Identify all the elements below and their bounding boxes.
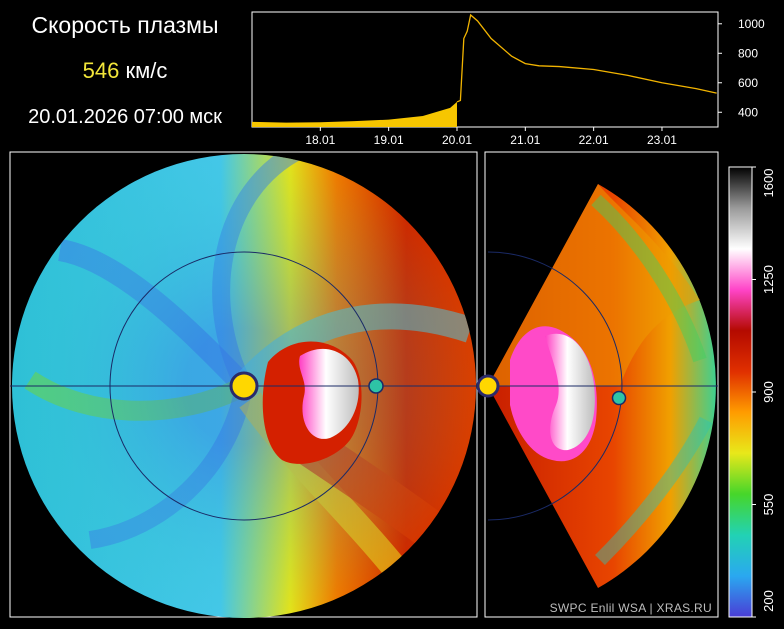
credit-source: SWPC Enlil WSA [549, 601, 646, 615]
meridional-panel [476, 151, 719, 618]
timeseries-frame [251, 11, 719, 128]
past-speed-area [252, 101, 457, 127]
colorbar-tick-label: 900 [761, 381, 776, 403]
x-tick-label: 21.01 [510, 133, 540, 147]
x-tick-label: 19.01 [374, 133, 404, 147]
x-axis-ticks: 18.01 19.01 20.01 21.01 22.01 23.01 [305, 127, 677, 147]
y-tick-label: 800 [738, 46, 758, 60]
colorbar-tick-label: 550 [761, 494, 776, 516]
datetime-label: 20.01.2026 07:00 мск [28, 106, 222, 128]
speed-readout: 546 км/с [0, 58, 250, 84]
forecast-speed-line [456, 13, 717, 103]
cme-core-ecliptic [299, 348, 359, 439]
x-tick-label: 20.01 [442, 133, 472, 147]
earth-marker [368, 378, 384, 394]
x-tick-label: 22.01 [579, 133, 609, 147]
colorbar: 200 550 900 1250 1600 [728, 166, 776, 618]
x-tick-label: 18.01 [305, 133, 335, 147]
sun-marker-meridional [476, 374, 500, 398]
ecliptic-panel [9, 151, 478, 618]
speed-unit: км/с [125, 58, 168, 83]
x-tick-label: 23.01 [647, 133, 677, 147]
y-tick-label: 1000 [738, 17, 765, 31]
y-tick-label: 600 [738, 76, 758, 90]
cme-core-meridional [545, 333, 595, 451]
speed-value: 546 [82, 58, 120, 83]
colorbar-scale [728, 166, 753, 618]
earth-marker-meridional [611, 390, 627, 406]
credit-site: XRAS.RU [656, 601, 712, 615]
colorbar-tick-label: 200 [761, 590, 776, 612]
y-tick-label: 400 [738, 105, 758, 119]
y-axis-ticks: 400 600 800 1000 [718, 17, 765, 119]
colorbar-tick-label: 1600 [761, 169, 776, 198]
source-credit: SWPC Enlil WSA | XRAS.RU [550, 601, 712, 615]
credit-separator: | [649, 601, 653, 615]
chart-title: Скорость плазмы [31, 12, 219, 38]
colorbar-ticks: 200 550 900 1250 1600 [752, 166, 776, 618]
timeseries-panel: 18.01 19.01 20.01 21.01 22.01 23.01 400 600 800… [251, 11, 765, 147]
sun-marker [229, 371, 259, 401]
colorbar-tick-label: 1250 [761, 265, 776, 294]
